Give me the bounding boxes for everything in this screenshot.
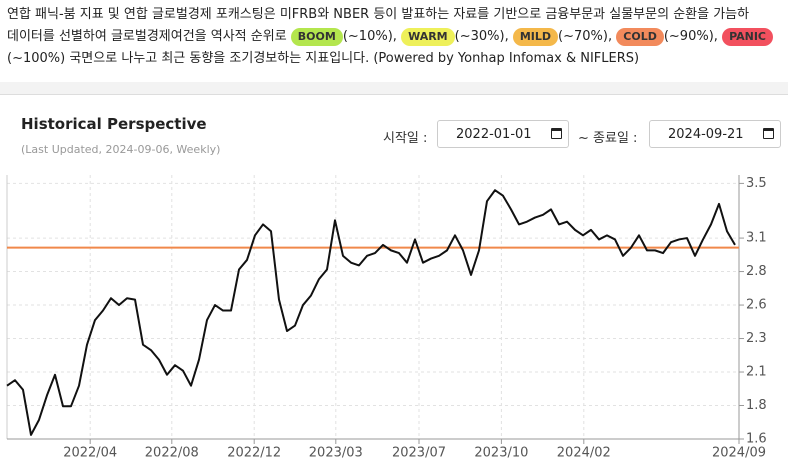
intro-text: 데이터를 선별하여 글로벌경제여건을 역사적 순위로 [7,29,287,44]
y-tick-label: 3.1 [746,231,767,246]
panel-title: Historical Perspective [21,115,207,133]
intro-text: 국면으로 나누고 최근 동향을 조기경보하는 지표입니다. (Powered b… [69,51,640,66]
y-tick-label: 1.6 [746,432,767,447]
x-tick-label: 2023/10 [474,446,528,461]
y-tick-label: 2.3 [746,331,767,346]
badge-range: (~90%), [663,29,718,44]
intro-line: 연합 패닉-붐 지표 및 연합 글로벌경제 포캐스팅은 미FRB와 NBER 등… [7,7,750,22]
badge: PANIC [722,28,773,46]
badge: MILD [512,28,559,46]
badge-range: (~70%), [558,29,613,44]
calendar-icon[interactable] [551,128,562,139]
start-date-input[interactable]: 2022-01-01 [437,120,569,148]
badge-range: (~30%), [454,29,509,44]
start-date: 2022-01-01 [456,127,532,142]
x-tick-label: 2023/03 [309,446,363,461]
intro-line: 데이터를 선별하여 글로벌경제여건을 역사적 순위로 BOOM (~10%), W… [7,26,788,70]
y-tick-label: 2.1 [746,365,767,380]
x-tick-label: 2024/09 [712,446,766,461]
y-tick-label: 3.5 [746,176,767,191]
badge: WARM [401,28,455,46]
calendar-icon[interactable] [763,128,774,139]
end-date: 2024-09-21 [668,127,744,142]
intro: 연합 패닉-붐 지표 및 연합 글로벌경제 포캐스팅은 미FRB와 NBER 등… [0,0,788,82]
end-label: ~ 종료일 : [578,131,638,146]
y-tick-label: 1.8 [746,398,767,413]
x-tick-label: 2022/04 [63,446,117,461]
x-tick-label: 2023/07 [392,446,446,461]
line [6,189,736,436]
badge-range: (~10%), [342,29,397,44]
end-date-input[interactable]: 2024-09-21 [649,120,781,148]
panel-subtitle: (Last Updated, 2024-09-06, Weekly) [21,143,221,156]
x-tick-label: 2022/12 [227,446,281,461]
badge-range: (~100%) [7,51,66,66]
start-label: 시작일 : [383,131,428,146]
badge: BOOM [290,28,343,46]
x-tick-label: 2024/02 [557,446,611,461]
badge: COLD [616,28,664,46]
panel: Historical Perspective (Last Updated, 20… [0,94,788,474]
y-tick-label: 2.6 [746,298,767,313]
y-tick-label: 2.8 [746,264,767,279]
x-tick-label: 2022/08 [145,446,199,461]
